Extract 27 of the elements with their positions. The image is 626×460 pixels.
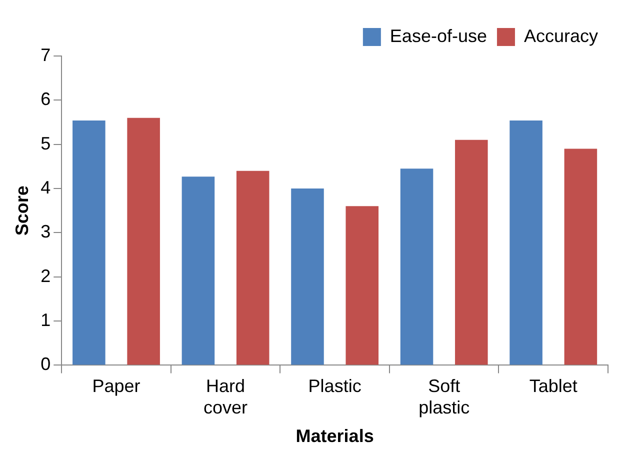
bar <box>127 118 160 365</box>
bar <box>455 140 488 365</box>
bar <box>291 188 324 365</box>
x-axis-title: Materials <box>296 426 374 446</box>
x-tick-label: Plastic <box>308 376 362 396</box>
y-tick-label: 2 <box>40 266 51 286</box>
y-tick-label: 4 <box>40 177 51 198</box>
x-tick-label: Soft plastic <box>418 376 470 418</box>
x-tick-label: Hard cover <box>204 376 248 418</box>
bar <box>346 206 379 365</box>
bar <box>72 120 106 365</box>
bar <box>510 120 542 365</box>
bar <box>400 168 434 365</box>
legend-label: Ease-of-use <box>390 26 487 46</box>
y-tick-label: 1 <box>40 310 51 330</box>
y-tick-label: 7 <box>40 44 51 65</box>
bar <box>182 176 215 365</box>
y-tick-label: 5 <box>40 133 51 154</box>
bar <box>236 170 270 365</box>
y-tick-label: 3 <box>40 222 51 242</box>
x-tick-label: Tablet <box>529 376 578 396</box>
bar <box>564 148 598 365</box>
y-tick-label: 0 <box>40 354 51 374</box>
y-tick-label: 6 <box>40 89 51 110</box>
x-tick-label: Paper <box>92 376 140 396</box>
y-axis-title: Score <box>12 186 32 236</box>
legend-label: Accuracy <box>524 26 598 46</box>
